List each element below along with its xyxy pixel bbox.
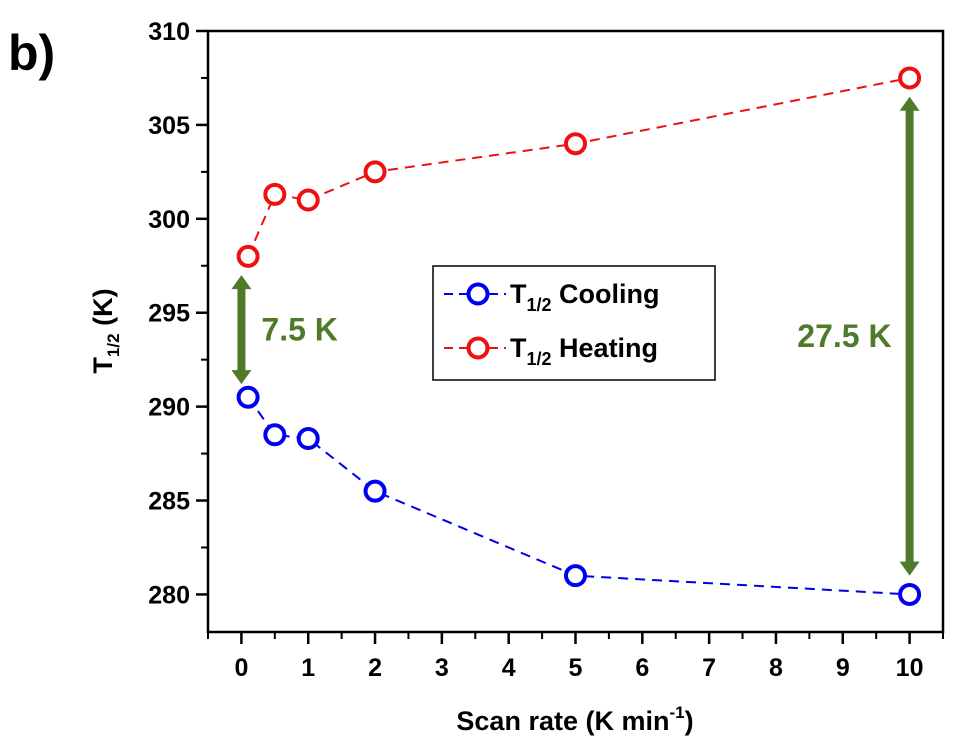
arrow-head-down <box>899 561 920 576</box>
legend-item-cooling: T1/2 Cooling <box>444 279 660 315</box>
x-tick-label: 9 <box>836 654 850 682</box>
arrow-shaft <box>237 288 246 372</box>
y-tick-label: 300 <box>148 206 190 234</box>
arrow-shaft <box>905 109 914 563</box>
legend-label-cooling: T1/2 Cooling <box>510 279 660 315</box>
data-point-cooling <box>263 423 287 447</box>
arrow-head-down <box>231 370 252 385</box>
annotation-label: 7.5 K <box>261 312 337 348</box>
legend: T1/2 Cooling T1/2 Heating <box>432 265 716 381</box>
annotation-arrow-0 <box>231 275 252 385</box>
legend-marker-cooling <box>466 282 490 306</box>
x-tick-label: 3 <box>435 654 449 682</box>
arrow-head-up <box>231 275 252 290</box>
y-tick-label: 305 <box>148 112 190 140</box>
y-tick-label: 285 <box>148 488 190 516</box>
data-point-cooling <box>564 564 587 588</box>
data-point-heating <box>236 244 260 268</box>
data-point-heating <box>363 160 387 184</box>
y-tick-label: 295 <box>148 300 190 328</box>
y-tick-label: 290 <box>148 394 190 422</box>
data-point-cooling <box>296 427 320 451</box>
legend-item-heating: T1/2 Heating <box>444 333 658 369</box>
y-tick-label: 280 <box>148 581 190 609</box>
y-axis-title: T1/2 (K) <box>88 288 123 373</box>
data-point-heating <box>263 182 287 206</box>
y-tick-labels: 280 285 290 295 300 305 310 <box>148 18 190 609</box>
x-tick-label: 8 <box>769 654 783 682</box>
x-tick-label: 7 <box>702 654 716 682</box>
legend-marker-heating <box>466 336 490 360</box>
data-point-cooling <box>363 479 387 503</box>
series-layer <box>236 66 922 606</box>
annotation-label: 27.5 K <box>797 318 891 354</box>
x-tick-label: 2 <box>368 654 382 682</box>
panel-label: b) <box>8 25 55 81</box>
legend-label-heating: T1/2 Heating <box>510 333 658 369</box>
annotation-layer: 7.5 K 27.5 K <box>231 96 920 576</box>
arrow-head-up <box>899 96 920 111</box>
x-tick-label: 6 <box>635 654 649 682</box>
series-line-heating <box>247 76 910 257</box>
x-tick-label: 0 <box>234 654 248 682</box>
axis-ticks <box>196 29 944 644</box>
x-axis-title: Scan rate (K min-1) <box>456 703 693 736</box>
y-tick-label: 310 <box>148 18 190 46</box>
data-point-cooling <box>236 385 260 409</box>
x-tick-label: 5 <box>569 654 583 682</box>
data-point-cooling <box>898 582 922 606</box>
annotation-arrow-1 <box>899 96 920 576</box>
x-tick-label: 4 <box>502 654 516 682</box>
data-point-heating <box>898 66 922 90</box>
x-tick-labels: 0 1 2 3 4 5 6 7 8 9 10 <box>234 654 923 682</box>
data-point-heating <box>564 132 587 156</box>
x-tick-label: 1 <box>301 654 315 682</box>
data-point-heating <box>296 188 320 212</box>
x-tick-label: 10 <box>896 654 924 682</box>
